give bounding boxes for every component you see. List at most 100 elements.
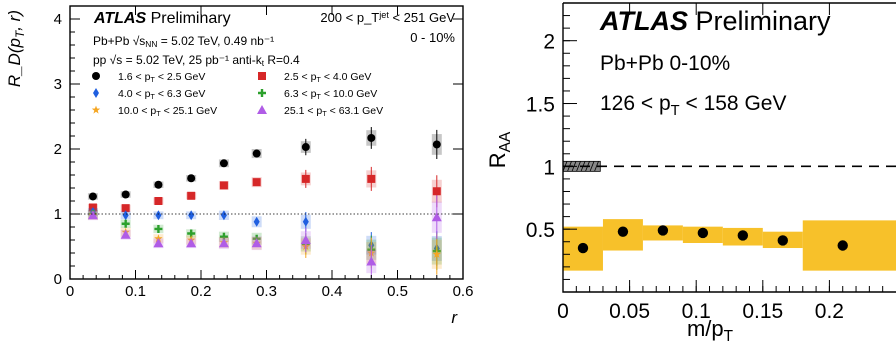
hatch-line	[589, 161, 595, 172]
hatch-line	[576, 161, 581, 172]
data-point	[220, 210, 227, 221]
x-tick-label: 0.15	[742, 300, 783, 323]
data-point	[154, 197, 163, 205]
x-tick-label: 0.05	[609, 300, 650, 323]
data-point	[300, 235, 311, 244]
y-tick-label: 2	[543, 31, 555, 54]
series-0	[87, 127, 442, 201]
legend-label: 2.5 < pT < 4.0 GeV	[284, 71, 371, 84]
y-tick-label: 0	[54, 271, 62, 288]
legend-entry-2: 4.0 < pT < 6.3 GeV	[93, 88, 205, 101]
data-point-right	[737, 230, 749, 241]
data-point-right	[577, 242, 589, 254]
legend-entry-0: 1.6 < pT < 2.5 GeV	[92, 71, 205, 84]
atlas-label-left: ATLAS Preliminary	[93, 10, 231, 27]
y-tick-label: 0.5	[526, 219, 555, 242]
data-point	[251, 238, 262, 248]
x-tick-label: 0.3	[256, 283, 277, 300]
data-point	[87, 210, 98, 220]
data-point-right	[777, 235, 788, 246]
data-point	[301, 174, 310, 183]
data-point	[121, 219, 130, 228]
data-point	[367, 133, 376, 142]
legend-entry-1: 2.5 < pT < 4.0 GeV	[258, 71, 371, 84]
data-point	[122, 210, 129, 221]
legend-marker	[91, 105, 101, 114]
x-axis-label: r	[451, 308, 458, 327]
series-4	[87, 210, 442, 275]
legend-marker	[93, 88, 99, 98]
legend-entry-3: 6.3 < pT < 10.0 GeV	[258, 88, 377, 101]
legend-entry-5: 25.1 < pT < 63.1 GeV	[257, 105, 383, 118]
atlas-label-right: ATLAS Preliminary	[599, 6, 831, 36]
data-point	[252, 149, 261, 158]
data-point	[88, 192, 97, 201]
data-point	[432, 187, 441, 196]
info-line-2: pp √s = 5.02 TeV, 25 pb⁻¹ anti-kt R=0.4	[93, 53, 300, 68]
uncertainty-band	[802, 220, 896, 271]
data-point	[253, 216, 260, 227]
data-point	[186, 238, 197, 248]
x-tick-label: 0.4	[322, 283, 343, 300]
y-tick-label: 4	[54, 11, 62, 28]
data-point	[154, 224, 163, 233]
data-point	[187, 174, 196, 183]
data-point	[302, 216, 309, 227]
info-line-1: Pb+Pb √sNN = 5.02 TeV, 0.49 nb⁻¹	[93, 34, 274, 49]
legend-label: 25.1 < pT < 63.1 GeV	[284, 105, 383, 118]
series-3	[87, 209, 442, 270]
y-tick-label: 1	[543, 156, 555, 179]
data-point-right	[837, 240, 848, 251]
data-point	[218, 238, 229, 248]
data-point-right	[617, 226, 629, 237]
x-tick-label: 0.5	[387, 283, 408, 300]
legend-marker	[257, 105, 267, 114]
data-point	[432, 249, 441, 258]
data-point	[120, 229, 131, 239]
centrality-label: 0 - 10%	[410, 30, 455, 45]
jet-pt-range: 200 < p_Tjet < 251 GeV	[320, 10, 455, 25]
data-point	[366, 256, 377, 266]
legend-label: 4.0 < pT < 6.3 GeV	[118, 88, 205, 101]
legend-marker	[92, 72, 100, 80]
series-1	[87, 166, 442, 213]
right-panel: 0 0.05 0.1 0.15 0.2 0.5 1 1.5 2 m/pT RAA ATLAS Prel…	[485, 2, 896, 345]
data-point-right	[657, 225, 669, 236]
legend-entry-4: 10.0 < pT < 25.1 GeV	[91, 105, 217, 118]
series-2	[87, 207, 442, 266]
data-point	[301, 143, 310, 152]
system-label: Pb+Pb 0-10%	[600, 52, 730, 75]
x-tick-label: 0.2	[815, 300, 844, 323]
data-point	[187, 191, 196, 200]
x-tick-label: 0.6	[453, 283, 474, 300]
y-axis-label-right: RAA	[485, 131, 514, 168]
legend-marker	[258, 72, 266, 80]
y-tick-label: 1.5	[526, 94, 555, 117]
x-tick-label: 0.1	[682, 300, 711, 323]
legend-label: 6.3 < pT < 10.0 GeV	[284, 88, 377, 101]
x-tick-label: 0	[66, 283, 74, 300]
x-axis-label-right: m/pT	[687, 316, 734, 345]
y-tick-label: 1	[54, 206, 62, 223]
x-tick-label: 0.1	[125, 283, 146, 300]
pt-range-label: 126 < pT < 158 GeV	[600, 92, 786, 119]
legend-label: 1.6 < pT < 2.5 GeV	[118, 71, 205, 84]
data-point	[432, 140, 441, 149]
data-point	[121, 190, 130, 199]
data-point	[154, 180, 163, 189]
data-point	[121, 204, 130, 213]
legend-label: 10.0 < pT < 25.1 GeV	[118, 105, 217, 118]
legend-marker	[258, 89, 266, 97]
hatch-line	[594, 161, 599, 172]
data-point	[367, 174, 376, 183]
data-point	[155, 210, 162, 221]
x-tick-label: 0.2	[191, 283, 212, 300]
data-point-right	[697, 227, 709, 239]
left-panel: 0 0.1 0.2 0.3 0.4 0.5 0.6 0 1 2 3 4 r R_D(pT, r) ATLAS…	[5, 5, 474, 327]
y-tick-label: 3	[54, 76, 62, 93]
data-point	[188, 210, 195, 221]
data-point	[431, 212, 442, 222]
x-tick-label: 0	[557, 300, 569, 323]
data-point	[219, 159, 228, 168]
